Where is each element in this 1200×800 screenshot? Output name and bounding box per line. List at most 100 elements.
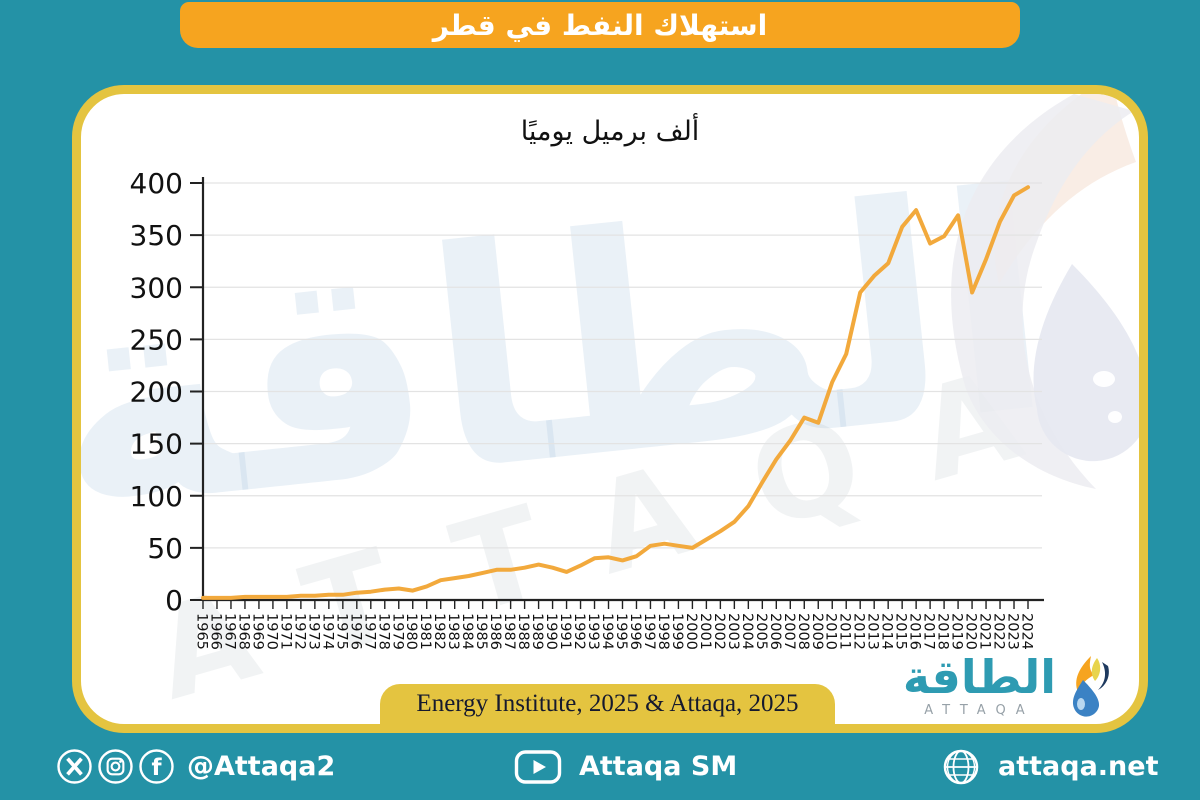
x-tick-label: 1998 <box>655 613 671 650</box>
x-tick-label: 1965 <box>194 613 210 650</box>
x-tick-label: 2011 <box>837 613 853 650</box>
x-tick-label: 1989 <box>529 613 545 650</box>
x-tick-label: 1979 <box>389 613 405 650</box>
line-chart: 0 50 100 150 200 250 300 350 400 1965196619671968… <box>130 167 1044 650</box>
flame-swirl-watermark <box>951 94 1139 489</box>
x-tick-label: 1977 <box>361 613 377 650</box>
x-tick-label: 2003 <box>725 613 741 650</box>
x-tick-label: 1995 <box>613 613 629 650</box>
x-tick-label: 1981 <box>417 613 433 650</box>
title-banner: استهلاك النفط في قطر <box>180 2 1020 48</box>
x-tick-label: 1975 <box>333 613 349 650</box>
source-text: Energy Institute, 2025 & Attaqa, 2025 <box>416 690 799 717</box>
website-url: attaqa.net <box>998 751 1159 782</box>
x-tick-label: 1972 <box>291 613 307 650</box>
chart-card: الطاقة ATTAQA ألف برميل يوميًا 0 50 100 150… <box>72 85 1148 733</box>
x-tick-label: 2009 <box>809 613 825 650</box>
social-handle: @Attaqa2 <box>187 751 336 782</box>
y-tick-label: 150 <box>130 428 183 461</box>
x-tick-label: 1970 <box>263 613 279 650</box>
x-tick-label: 2006 <box>767 613 783 650</box>
gridlines <box>203 182 1042 549</box>
attaqa-logo-latin: ATTAQA <box>924 703 1035 718</box>
y-tick-label: 250 <box>130 323 183 356</box>
x-tick-label: 2015 <box>893 613 909 650</box>
x-tick-label: 1971 <box>277 613 293 650</box>
x-tick-label: 2020 <box>963 613 979 650</box>
x-tick-label: 1968 <box>235 613 251 650</box>
x-tick-label: 1966 <box>208 613 224 650</box>
x-tick-label: 1991 <box>557 613 573 650</box>
x-tick-label: 1984 <box>459 613 475 650</box>
x-tick-label: 2004 <box>739 613 755 650</box>
flame-droplet-icon <box>1073 656 1109 717</box>
x-tick-label: 2013 <box>865 613 881 650</box>
x-tick-label: 1969 <box>249 613 265 650</box>
x-tick-label: 1997 <box>641 613 657 650</box>
x-tick-label: 1983 <box>445 613 461 650</box>
x-tick-label: 2021 <box>977 613 993 650</box>
x-tick-label: 2016 <box>907 613 923 650</box>
x-tick-label: 1996 <box>627 613 643 650</box>
x-tick-label: 1988 <box>515 613 531 650</box>
x-tick-label: 1978 <box>375 613 391 650</box>
axes <box>201 177 1044 602</box>
x-tick-label: 2022 <box>991 613 1007 650</box>
x-tick-label: 1999 <box>669 613 685 650</box>
facebook-icon: f <box>139 749 174 784</box>
y-tick-label: 350 <box>130 219 183 252</box>
source-pill: Energy Institute, 2025 & Attaqa, 2025 <box>380 684 835 724</box>
x-tick-label: 2014 <box>879 613 895 650</box>
x-tick-label: 1976 <box>347 613 363 650</box>
instagram-icon <box>98 749 133 784</box>
y-tick-label: 300 <box>130 271 183 304</box>
social-group-youtube: Attaqa SM <box>514 733 737 800</box>
social-group-handles: f @Attaqa2 <box>56 733 335 800</box>
x-axis-ticks: 1965196619671968196919701971197219731974… <box>194 600 1035 650</box>
x-tick-label: 1987 <box>501 613 517 650</box>
x-tick-label: 2024 <box>1019 613 1035 650</box>
y-tick-label: 50 <box>147 532 183 565</box>
y-axis-ticks: 0 50 100 150 200 250 300 350 400 <box>130 167 203 617</box>
x-tick-label: 2010 <box>823 613 839 650</box>
y-tick-label: 100 <box>130 480 183 513</box>
x-tick-label: 1973 <box>305 613 321 650</box>
youtube-label: Attaqa SM <box>579 751 738 782</box>
oil-consumption-line <box>201 185 1030 600</box>
x-tick-label: 1974 <box>319 613 335 650</box>
x-tick-label: 1980 <box>403 613 419 650</box>
globe-icon <box>943 749 979 784</box>
y-tick-label: 200 <box>130 376 183 409</box>
x-tick-label: 2000 <box>683 613 699 650</box>
social-group-website: attaqa.net <box>941 733 1159 800</box>
x-tick-label: 1985 <box>473 613 489 650</box>
chart-title: ألف برميل يوميًا <box>520 116 700 147</box>
x-tick-label: 2018 <box>935 613 951 650</box>
x-tick-label: 1990 <box>543 613 559 650</box>
svg-text:f: f <box>151 755 162 781</box>
x-tick-label: 2023 <box>1005 613 1021 650</box>
page-title: استهلاك النفط في قطر <box>432 8 768 42</box>
x-tick-label: 1993 <box>585 613 601 650</box>
x-tick-label: 2007 <box>781 613 797 650</box>
x-tick-label: 2001 <box>697 613 713 650</box>
x-tick-label: 1992 <box>571 613 587 650</box>
youtube-icon <box>514 749 562 784</box>
x-tick-label: 2012 <box>851 613 867 650</box>
attaqa-logo-text: الطاقة ATTAQA <box>903 654 1056 718</box>
x-tick-label: 2008 <box>795 613 811 650</box>
x-tick-label: 2002 <box>711 613 727 650</box>
x-tick-label: 2005 <box>753 613 769 650</box>
attaqa-logo-arabic: الطاقة <box>902 650 1056 704</box>
x-tick-label: 1994 <box>599 613 615 650</box>
x-tick-label: 2019 <box>949 613 965 650</box>
x-tick-label: 2017 <box>921 613 937 650</box>
attaqa-logo: الطاقة ATTAQA <box>903 654 1113 720</box>
x-tick-label: 1982 <box>431 613 447 650</box>
y-tick-label: 400 <box>130 167 183 200</box>
x-tick-label: 1986 <box>487 613 503 650</box>
y-tick-label: 0 <box>165 584 183 617</box>
x-tick-label: 1967 <box>222 613 238 650</box>
x-twitter-icon <box>57 749 92 784</box>
